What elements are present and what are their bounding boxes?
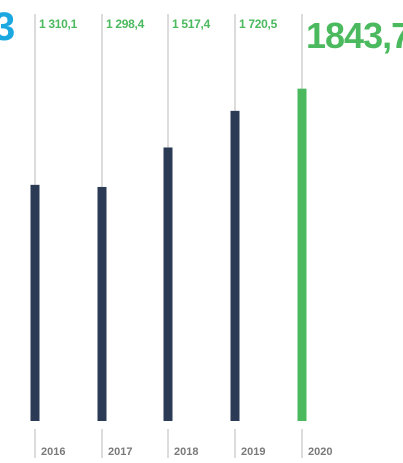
category-label: 2019	[241, 446, 265, 458]
value-label: 1 298,4	[106, 17, 145, 31]
bar-highlight	[297, 88, 307, 421]
bar	[30, 184, 40, 421]
category-label: 2020	[308, 446, 332, 458]
category-label: 2016	[41, 446, 65, 458]
bar	[97, 186, 107, 421]
bar	[230, 110, 240, 421]
category-label: 2017	[108, 446, 132, 458]
value-label: 1843,7	[306, 15, 403, 56]
value-label: 1 720,5	[239, 17, 278, 31]
cut-off-value-label: 3	[0, 5, 15, 49]
category-label: 2018	[174, 446, 198, 458]
value-label: 1 310,1	[39, 17, 78, 31]
value-label: 1 517,4	[172, 17, 211, 31]
bar	[163, 147, 173, 421]
